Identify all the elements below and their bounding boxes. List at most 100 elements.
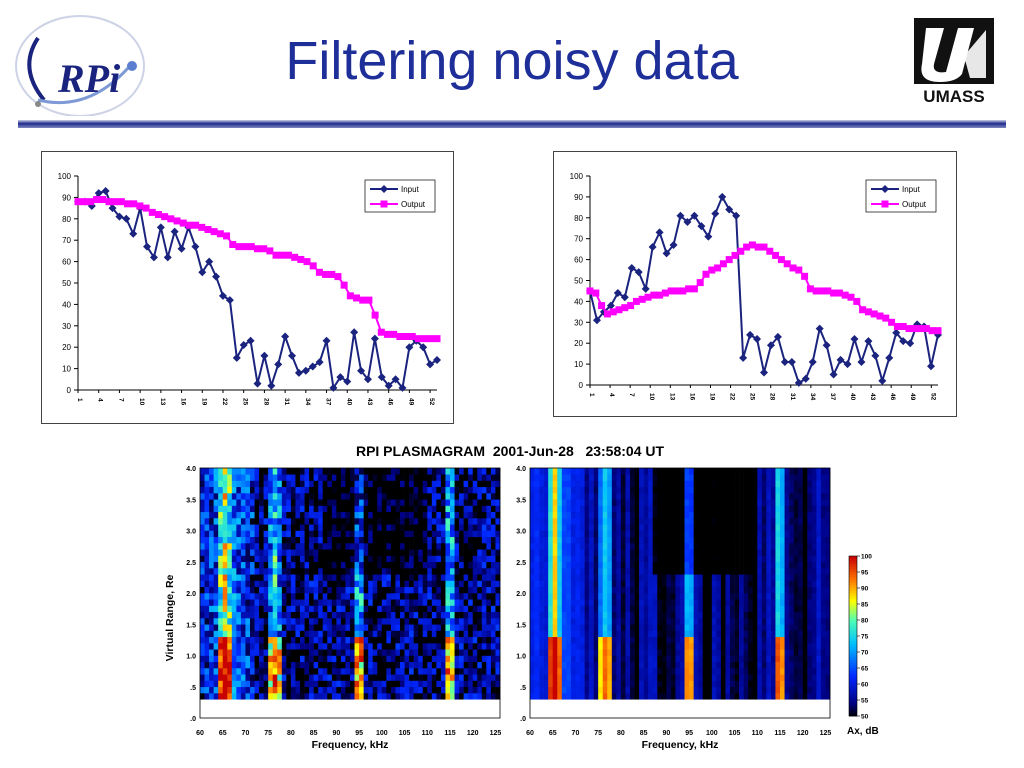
heatmap-cell [634, 636, 640, 644]
heatmap-cell [616, 693, 622, 700]
heatmap-cell [463, 611, 469, 619]
data-point-output [216, 230, 224, 238]
heatmap-cell [327, 611, 333, 619]
heatmap-cell [200, 468, 205, 475]
heatmap-cell [730, 511, 735, 519]
heatmap-cell [566, 661, 572, 669]
heatmap-cell [295, 593, 301, 600]
heatmap-cell [552, 643, 558, 650]
heatmap-cell [684, 649, 690, 656]
heatmap-cell [575, 699, 581, 706]
heatmap-cell [639, 474, 644, 481]
heatmap-cell [495, 493, 501, 500]
heatmap-cell [240, 605, 246, 613]
heatmap-cell [589, 524, 594, 531]
heatmap-cell [534, 499, 540, 506]
heatmap-cell [680, 474, 685, 481]
heatmap-cell [575, 574, 581, 581]
heatmap-cell [204, 699, 210, 706]
data-point-input [613, 289, 622, 298]
heatmap-cell [657, 624, 663, 631]
heatmap-cell [657, 518, 663, 525]
heatmap-cell [422, 668, 428, 675]
heatmap-cell [400, 643, 405, 650]
heatmap-cell [486, 518, 492, 525]
heatmap-cell [463, 643, 469, 650]
heatmap-cell [368, 711, 374, 719]
heatmap-cell [702, 530, 708, 538]
heatmap-cell [359, 655, 364, 663]
heatmap-cell [368, 561, 374, 569]
heatmap-cell [575, 711, 581, 719]
heatmap-cell [277, 543, 283, 550]
heatmap-cell [368, 624, 374, 631]
heatmap-cell [200, 661, 205, 669]
heatmap-cell [720, 568, 726, 575]
heatmap-cell [539, 711, 544, 719]
heatmap-cell [539, 499, 544, 506]
heatmap-cell [309, 661, 314, 669]
plasmagram: .0.51.01.52.02.53.03.54.060 65 70 75 80 85 90 9… [164, 466, 879, 751]
heatmap-cell [468, 486, 474, 494]
heatmap-cell [436, 505, 442, 513]
heatmap-cell [386, 705, 392, 713]
heatmap-cell [698, 680, 704, 688]
heatmap-cell [404, 543, 410, 550]
heatmap-cell [450, 561, 455, 569]
heatmap-cell [350, 636, 355, 644]
heatmap-cell [454, 524, 460, 531]
heatmap-cell [436, 605, 442, 613]
heatmap-cell [702, 474, 708, 481]
heatmap-cell [666, 630, 672, 638]
heatmap-cell [245, 686, 251, 694]
heatmap-cell [236, 711, 242, 719]
heatmap-cell [368, 474, 374, 481]
heatmap-cell [495, 618, 501, 625]
heatmap-cell [213, 499, 219, 506]
heatmap-cell [218, 630, 224, 638]
heatmap-cell [336, 530, 342, 538]
heatmap-cell [648, 480, 654, 488]
heatmap-cell [666, 586, 672, 594]
heatmap-cell [200, 686, 205, 694]
heatmap-cell [390, 599, 396, 606]
heatmap-cell [575, 618, 581, 625]
heatmap-cell [707, 618, 713, 625]
heatmap-cell [204, 618, 210, 625]
heatmap-cell [657, 593, 663, 600]
heatmap-cell [539, 468, 544, 475]
heatmap-cell [575, 499, 581, 506]
heatmap-cell [322, 605, 328, 613]
data-point-output [167, 215, 175, 223]
heatmap-cell [281, 543, 287, 550]
heatmap-cell [557, 649, 563, 656]
heatmap-cell [240, 643, 246, 650]
heatmap-cell [363, 518, 369, 525]
heatmap-cell [657, 636, 663, 644]
data-point-output [161, 213, 169, 221]
heatmap-cell [336, 536, 342, 544]
heatmap-cell [472, 680, 478, 688]
heatmap-cell [734, 693, 740, 700]
heatmap-cell [295, 624, 301, 631]
heatmap-cell [400, 568, 405, 575]
heatmap-cell [707, 536, 713, 544]
heatmap-cell [286, 549, 292, 556]
heatmap-cell [386, 505, 392, 513]
heatmap-cell [734, 468, 740, 475]
heatmap-cell [454, 636, 460, 644]
heatmap-cell [250, 530, 255, 538]
heatmap-cell [495, 649, 501, 656]
heatmap-cell [477, 624, 483, 631]
data-point-input [725, 205, 734, 214]
heatmap-cell [477, 636, 483, 644]
y-tick-label: 10 [62, 365, 71, 374]
heatmap-cell [322, 561, 328, 569]
heatmap-cell [413, 593, 419, 600]
heatmap-cell [418, 630, 424, 638]
heatmap-cell [693, 549, 699, 556]
heatmap-cell [372, 468, 378, 475]
heatmap-cell [698, 586, 704, 594]
heatmap-cell [490, 649, 496, 656]
heatmap-cell [454, 549, 460, 556]
